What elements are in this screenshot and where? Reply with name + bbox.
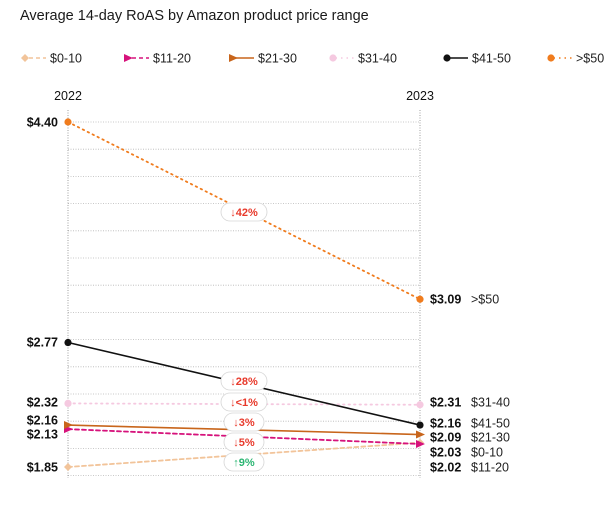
change-label: ↓5% <box>233 437 255 449</box>
start-value-label: $2.13 <box>27 428 58 442</box>
data-point <box>64 421 73 430</box>
legend-marker <box>124 54 133 62</box>
end-series-label: $31-40 <box>471 396 510 410</box>
change-badge <box>220 392 268 412</box>
start-value-label: $2.16 <box>27 414 58 428</box>
legend-label: >$50 <box>576 52 604 66</box>
end-series-label: $21-30 <box>471 431 510 445</box>
end-value-label: $2.09 <box>430 431 461 445</box>
change-label: ↓42% <box>230 207 258 219</box>
legend-label: $21-30 <box>258 52 297 66</box>
end-value-label: $2.16 <box>430 417 461 431</box>
legend-label: $0-10 <box>50 52 82 66</box>
legend-label: $41-50 <box>472 52 511 66</box>
end-value-label: $2.03 <box>430 446 461 460</box>
change-badge <box>220 371 268 391</box>
data-point <box>416 421 424 429</box>
data-point <box>64 399 72 408</box>
change-badge <box>223 432 265 452</box>
end-series-label: $11-20 <box>471 461 509 475</box>
legend-label: $11-20 <box>153 52 191 66</box>
start-value-label: $1.85 <box>27 461 58 475</box>
chart-title: Average 14-day RoAS by Amazon product pr… <box>20 8 369 24</box>
end-value-label: $2.02 <box>430 461 461 475</box>
end-series-label: $0-10 <box>471 446 503 460</box>
data-point <box>416 430 425 439</box>
legend-marker <box>443 54 451 62</box>
legend-label: $31-40 <box>358 52 397 66</box>
end-value-label: $2.31 <box>430 396 461 410</box>
data-point <box>416 295 424 303</box>
data-point <box>64 118 72 126</box>
end-value-label: $3.09 <box>430 293 461 307</box>
data-point <box>64 463 72 471</box>
x-tick-label: 2023 <box>406 89 434 103</box>
series-line <box>67 121 421 301</box>
legend-marker <box>229 54 238 62</box>
data-point <box>416 401 424 409</box>
change-label: ↓3% <box>233 417 255 429</box>
start-value-label: $2.32 <box>27 396 58 410</box>
data-point <box>416 440 425 448</box>
change-label: ↑9% <box>233 457 255 469</box>
start-value-label: $2.77 <box>27 336 58 350</box>
change-label: ↓28% <box>230 376 258 388</box>
legend-marker <box>21 54 29 62</box>
legend-marker <box>329 54 337 62</box>
change-label: ↓<1% <box>230 397 258 409</box>
end-series-label: >$50 <box>471 293 499 307</box>
start-value-label: $4.40 <box>27 116 58 130</box>
data-point <box>64 338 72 347</box>
change-badge <box>223 412 265 432</box>
x-tick-label: 2022 <box>54 89 82 103</box>
change-badge <box>220 202 268 222</box>
end-series-label: $41-50 <box>471 417 510 431</box>
legend-marker <box>547 54 555 62</box>
change-badge <box>223 452 265 472</box>
